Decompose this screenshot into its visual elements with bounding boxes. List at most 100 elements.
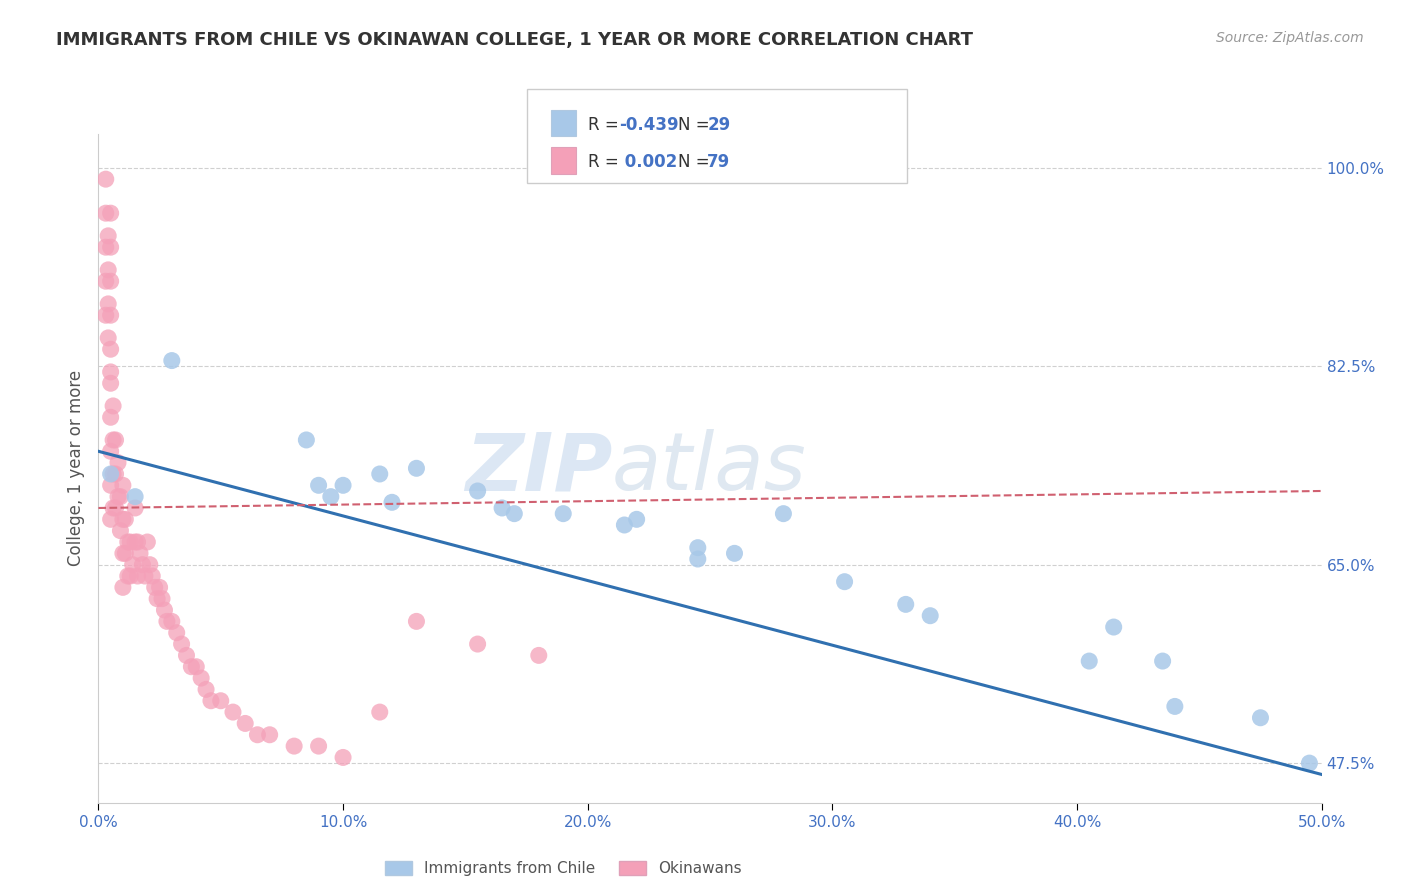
Point bbox=[170, 637, 193, 651]
Point bbox=[143, 580, 166, 594]
Point bbox=[124, 490, 146, 504]
Point bbox=[467, 637, 489, 651]
Point bbox=[100, 478, 122, 492]
Point bbox=[160, 353, 183, 368]
Y-axis label: College, 1 year or more: College, 1 year or more bbox=[66, 370, 84, 566]
Text: N =: N = bbox=[678, 153, 714, 171]
Point bbox=[100, 343, 122, 357]
Point bbox=[405, 615, 427, 629]
Point bbox=[723, 546, 745, 560]
Point bbox=[94, 172, 117, 186]
Point bbox=[124, 500, 146, 515]
Legend: Immigrants from Chile, Okinawans: Immigrants from Chile, Okinawans bbox=[378, 855, 748, 882]
Point bbox=[166, 625, 188, 640]
Point bbox=[94, 240, 117, 254]
Point bbox=[233, 716, 256, 731]
Point bbox=[97, 228, 120, 243]
Point bbox=[127, 535, 149, 549]
Point bbox=[894, 598, 917, 612]
Point bbox=[100, 365, 122, 379]
Point bbox=[1078, 654, 1101, 668]
Point bbox=[153, 603, 176, 617]
Point bbox=[129, 546, 152, 560]
Point bbox=[94, 274, 117, 288]
Point bbox=[101, 500, 124, 515]
Point bbox=[146, 591, 169, 606]
Point bbox=[405, 461, 427, 475]
Point bbox=[94, 206, 117, 220]
Point bbox=[100, 444, 122, 458]
Point bbox=[100, 376, 122, 391]
Point bbox=[149, 580, 172, 594]
Text: 29: 29 bbox=[707, 116, 731, 134]
Point bbox=[101, 467, 124, 481]
Point bbox=[127, 569, 149, 583]
Point bbox=[308, 478, 330, 492]
Point bbox=[136, 535, 159, 549]
Point bbox=[491, 500, 513, 515]
Point bbox=[97, 331, 120, 345]
Point bbox=[332, 478, 354, 492]
Point bbox=[101, 433, 124, 447]
Point bbox=[686, 541, 709, 555]
Point bbox=[503, 507, 526, 521]
Point bbox=[1164, 699, 1187, 714]
Point bbox=[1152, 654, 1174, 668]
Point bbox=[104, 433, 127, 447]
Point bbox=[920, 608, 942, 623]
Point bbox=[246, 728, 269, 742]
Point bbox=[120, 535, 142, 549]
Point bbox=[1102, 620, 1125, 634]
Point bbox=[120, 569, 142, 583]
Point bbox=[772, 507, 794, 521]
Point bbox=[467, 483, 489, 498]
Point bbox=[124, 535, 146, 549]
Point bbox=[139, 558, 162, 572]
Point bbox=[107, 490, 129, 504]
Point bbox=[100, 240, 122, 254]
Point bbox=[1249, 711, 1271, 725]
Point bbox=[381, 495, 404, 509]
Point bbox=[368, 467, 391, 481]
Point bbox=[100, 206, 122, 220]
Point bbox=[101, 399, 124, 413]
Point bbox=[259, 728, 281, 742]
Point bbox=[308, 739, 330, 753]
Point bbox=[117, 535, 139, 549]
Point bbox=[100, 512, 122, 526]
Point bbox=[114, 546, 136, 560]
Point bbox=[527, 648, 550, 663]
Point bbox=[104, 467, 127, 481]
Point bbox=[110, 490, 132, 504]
Point bbox=[553, 507, 575, 521]
Text: 0.002: 0.002 bbox=[619, 153, 676, 171]
Point bbox=[114, 512, 136, 526]
Point bbox=[150, 591, 173, 606]
Point bbox=[100, 467, 122, 481]
Point bbox=[100, 410, 122, 425]
Point bbox=[209, 694, 232, 708]
Point bbox=[613, 518, 636, 533]
Point bbox=[134, 569, 156, 583]
Point bbox=[156, 615, 179, 629]
Point bbox=[117, 569, 139, 583]
Text: IMMIGRANTS FROM CHILE VS OKINAWAN COLLEGE, 1 YEAR OR MORE CORRELATION CHART: IMMIGRANTS FROM CHILE VS OKINAWAN COLLEG… bbox=[56, 31, 973, 49]
Point bbox=[110, 524, 132, 538]
Point bbox=[94, 308, 117, 322]
Point bbox=[319, 490, 342, 504]
Point bbox=[97, 263, 120, 277]
Point bbox=[190, 671, 212, 685]
Point bbox=[186, 659, 208, 673]
Point bbox=[332, 750, 354, 764]
Point bbox=[368, 705, 391, 719]
Text: R =: R = bbox=[588, 116, 624, 134]
Text: -0.439: -0.439 bbox=[619, 116, 678, 134]
Point bbox=[111, 546, 134, 560]
Point bbox=[97, 297, 120, 311]
Point bbox=[626, 512, 648, 526]
Point bbox=[121, 558, 143, 572]
Point bbox=[834, 574, 856, 589]
Text: R =: R = bbox=[588, 153, 624, 171]
Point bbox=[100, 274, 122, 288]
Point bbox=[686, 552, 709, 566]
